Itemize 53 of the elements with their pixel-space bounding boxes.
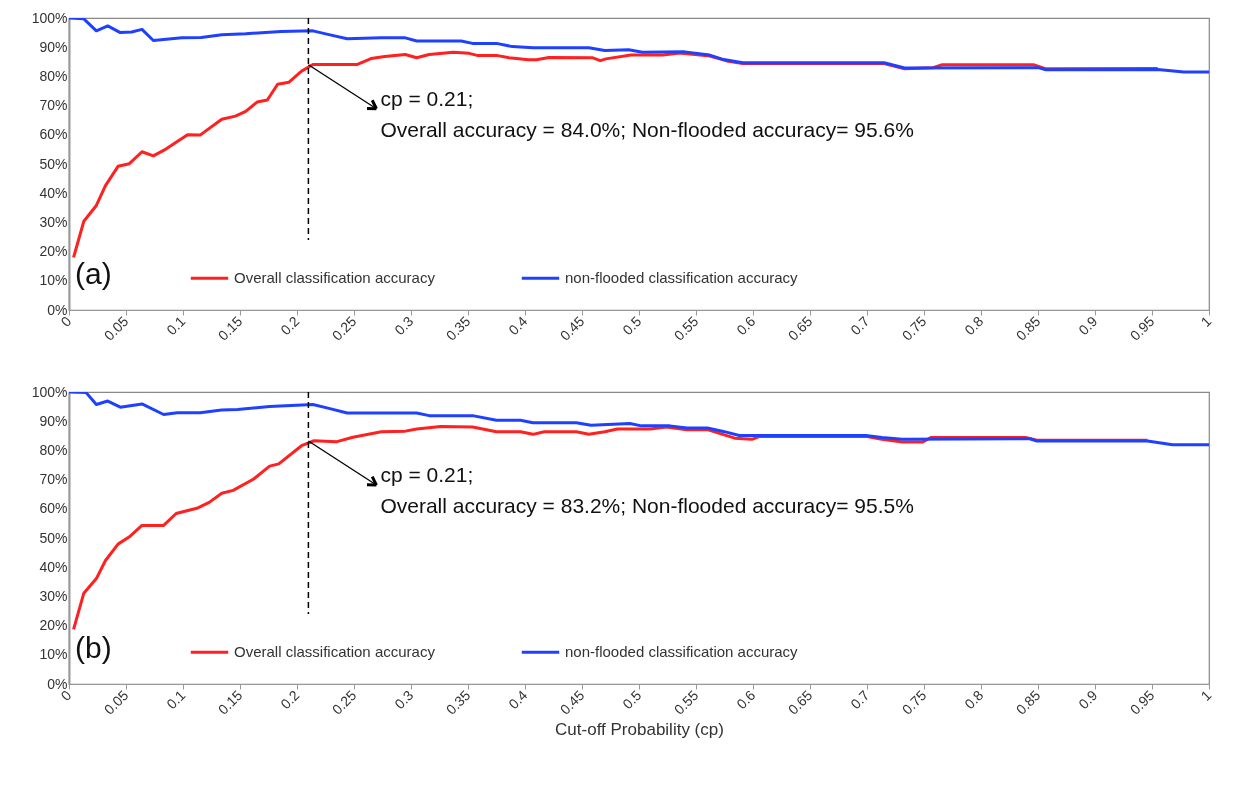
y-tick-label: 100% — [31, 9, 68, 26]
y-tick-label: 90% — [39, 38, 68, 55]
x-axis-title: Cut-off Probability (cp) — [555, 719, 724, 739]
y-tick-label: 50% — [39, 529, 68, 546]
x-tick-label: 0.9 — [1075, 312, 1101, 339]
y-tick-label: 30% — [39, 213, 68, 230]
x-tick-label: 0.2 — [277, 312, 303, 339]
y-tick-label: 90% — [39, 412, 68, 429]
annotation: (a) — [75, 256, 112, 290]
y-tick-label: 20% — [39, 243, 68, 260]
y-tick-label: 40% — [39, 558, 68, 575]
x-tick-label: 0.6 — [733, 686, 759, 713]
x-tick-label: 0.4 — [505, 686, 531, 713]
legend-label: non-flooded classification accuracy — [565, 269, 799, 287]
x-tick-label: 0.9 — [1075, 686, 1101, 713]
y-tick-label: 50% — [39, 155, 68, 172]
line-series — [69, 392, 1209, 447]
x-tick-label: 0.8 — [961, 312, 987, 339]
x-tick-label: 0.8 — [961, 686, 987, 713]
y-tick-label: 0% — [47, 301, 68, 318]
legend-label: Overall classification accuracy — [234, 643, 436, 661]
y-tick-label: 20% — [39, 617, 68, 634]
x-tick-label: 0.1 — [163, 686, 189, 713]
y-tick-label: 100% — [31, 383, 68, 400]
x-tick-label: 0.7 — [847, 312, 873, 339]
x-tick-label: 0.6 — [733, 312, 759, 339]
y-tick-label: 70% — [39, 471, 68, 488]
y-tick-label: 10% — [39, 646, 68, 663]
annotation: (b) — [75, 630, 112, 664]
y-tick-label: 10% — [39, 272, 68, 289]
y-tick-label: 60% — [39, 126, 68, 143]
annotation: cp = 0.21; Overall accuracy = 84.0%; Non-flooded accuracy= 95.6% — [380, 86, 914, 141]
x-tick-label: 0.3 — [391, 312, 417, 339]
y-tick-label: 0% — [47, 675, 68, 692]
x-tick-label: 0.5 — [619, 686, 645, 713]
y-tick-label: 80% — [39, 441, 68, 458]
line-series — [69, 18, 1209, 74]
x-tick-label: 0.5 — [619, 312, 645, 339]
annotation: cp = 0.21; Overall accuracy = 83.2%; Non-flooded accuracy= 95.5% — [380, 463, 914, 518]
y-tick-label: 80% — [39, 67, 68, 84]
y-tick-label: 30% — [39, 587, 68, 604]
x-tick-label: 0.7 — [847, 686, 873, 713]
legend-label: Overall classification accuracy — [234, 269, 436, 287]
y-tick-label: 60% — [39, 500, 68, 517]
y-tick-label: 70% — [39, 97, 68, 114]
x-tick-label: 0.3 — [391, 686, 417, 713]
y-tick-label: 40% — [39, 184, 68, 201]
x-tick-label: 0.2 — [277, 686, 303, 713]
x-tick-label: 1 — [1197, 312, 1215, 330]
legend-label: non-flooded classification accuracy — [565, 643, 799, 661]
x-tick-label: 0.1 — [163, 312, 189, 339]
x-tick-label: 1 — [1197, 686, 1215, 704]
x-tick-label: 0.4 — [505, 312, 531, 339]
